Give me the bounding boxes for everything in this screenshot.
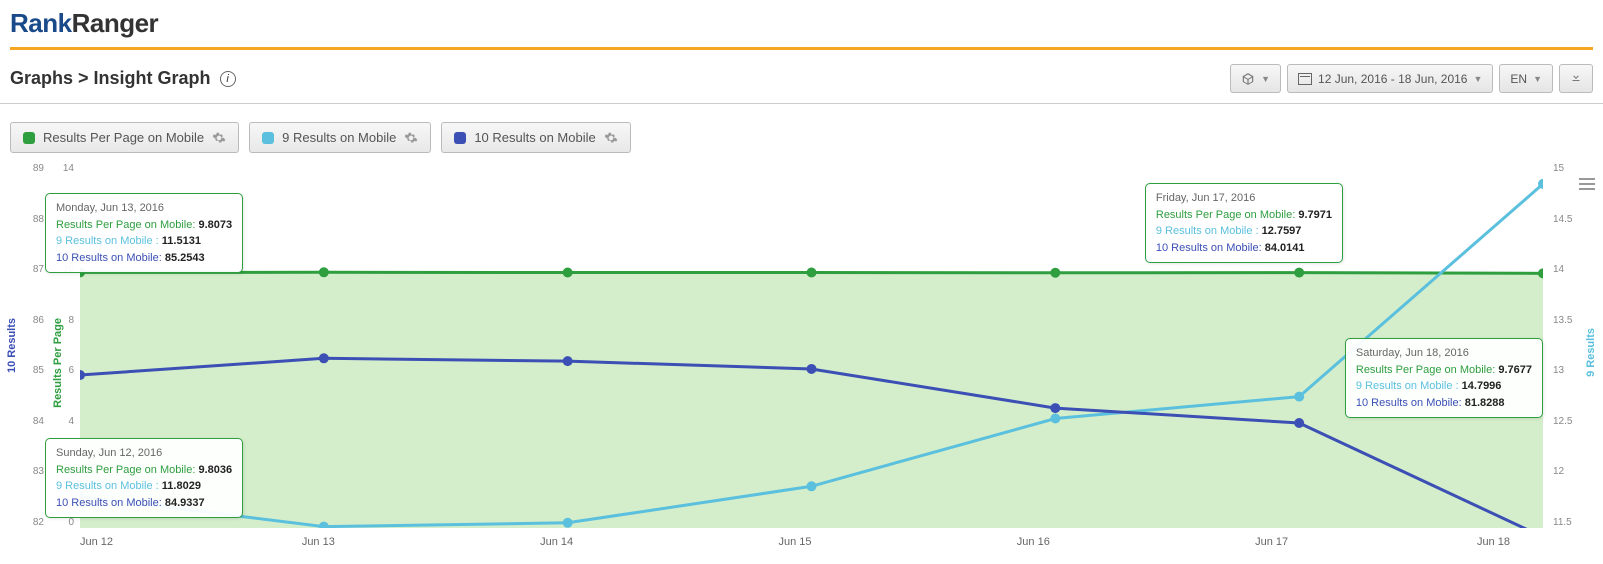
tooltip-jun12: Sunday, Jun 12, 2016 Results Per Page on… (45, 438, 243, 518)
x-ticks: Jun 12Jun 13Jun 14Jun 15Jun 16Jun 17Jun … (80, 536, 1543, 548)
package-button[interactable]: ▼ (1230, 64, 1281, 93)
series-swatch (262, 132, 274, 144)
accent-bar (10, 47, 1593, 50)
date-range-button[interactable]: 12 Jun, 2016 - 18 Jun, 2016 ▼ (1287, 64, 1493, 93)
series-swatch (454, 132, 466, 144)
lang-text: EN (1510, 72, 1527, 86)
tooltip-jun17: Friday, Jun 17, 2016 Results Per Page on… (1145, 183, 1343, 263)
logo-part1: Rank (10, 8, 72, 38)
tooltip-jun18: Saturday, Jun 18, 2016 Results Per Page … (1345, 338, 1543, 418)
chart-menu-button[interactable] (1579, 175, 1595, 193)
toolbar: ▼ 12 Jun, 2016 - 18 Jun, 2016 ▼ EN ▼ (1230, 64, 1593, 93)
calendar-icon (1298, 73, 1312, 85)
breadcrumb: Graphs > Insight Graph i (10, 68, 1230, 89)
gear-icon[interactable] (212, 131, 226, 145)
series-pill-10[interactable]: 10 Results on Mobile (441, 122, 630, 153)
chevron-down-icon: ▼ (1533, 74, 1542, 84)
download-button[interactable] (1559, 64, 1593, 93)
series-pill-9[interactable]: 9 Results on Mobile (249, 122, 431, 153)
header: RankRanger (0, 0, 1603, 54)
axis-label-10results: 10 Results (6, 318, 18, 373)
chevron-down-icon: ▼ (1473, 74, 1482, 84)
lang-button[interactable]: EN ▼ (1499, 64, 1553, 93)
logo: RankRanger (10, 8, 158, 38)
series-label: Results Per Page on Mobile (43, 130, 204, 145)
chevron-down-icon: ▼ (1261, 74, 1270, 84)
series-pill-rpp[interactable]: Results Per Page on Mobile (10, 122, 239, 153)
y-ticks-9results: 1514.51413.51312.51211.5 (1553, 163, 1575, 528)
download-icon (1570, 70, 1582, 87)
breadcrumb-text: Graphs > Insight Graph (10, 68, 211, 88)
series-swatch (23, 132, 35, 144)
gear-icon[interactable] (604, 131, 618, 145)
tooltip-jun13: Monday, Jun 13, 2016 Results Per Page on… (45, 193, 243, 273)
info-icon[interactable]: i (220, 71, 236, 87)
series-label: 10 Results on Mobile (474, 130, 595, 145)
cube-icon (1241, 72, 1255, 86)
date-range-text: 12 Jun, 2016 - 18 Jun, 2016 (1318, 72, 1467, 86)
gear-icon[interactable] (404, 131, 418, 145)
logo-part2: Ranger (72, 8, 159, 38)
axis-label-9results: 9 Results (1585, 328, 1597, 377)
series-row: Results Per Page on Mobile 9 Results on … (0, 104, 1603, 163)
y-ticks-10results: 8988878685848382 (24, 163, 44, 528)
subheader: Graphs > Insight Graph i ▼ 12 Jun, 2016 … (0, 54, 1603, 104)
series-label: 9 Results on Mobile (282, 130, 396, 145)
chart: 10 Results Results Per Page 9 Results 89… (0, 163, 1603, 553)
